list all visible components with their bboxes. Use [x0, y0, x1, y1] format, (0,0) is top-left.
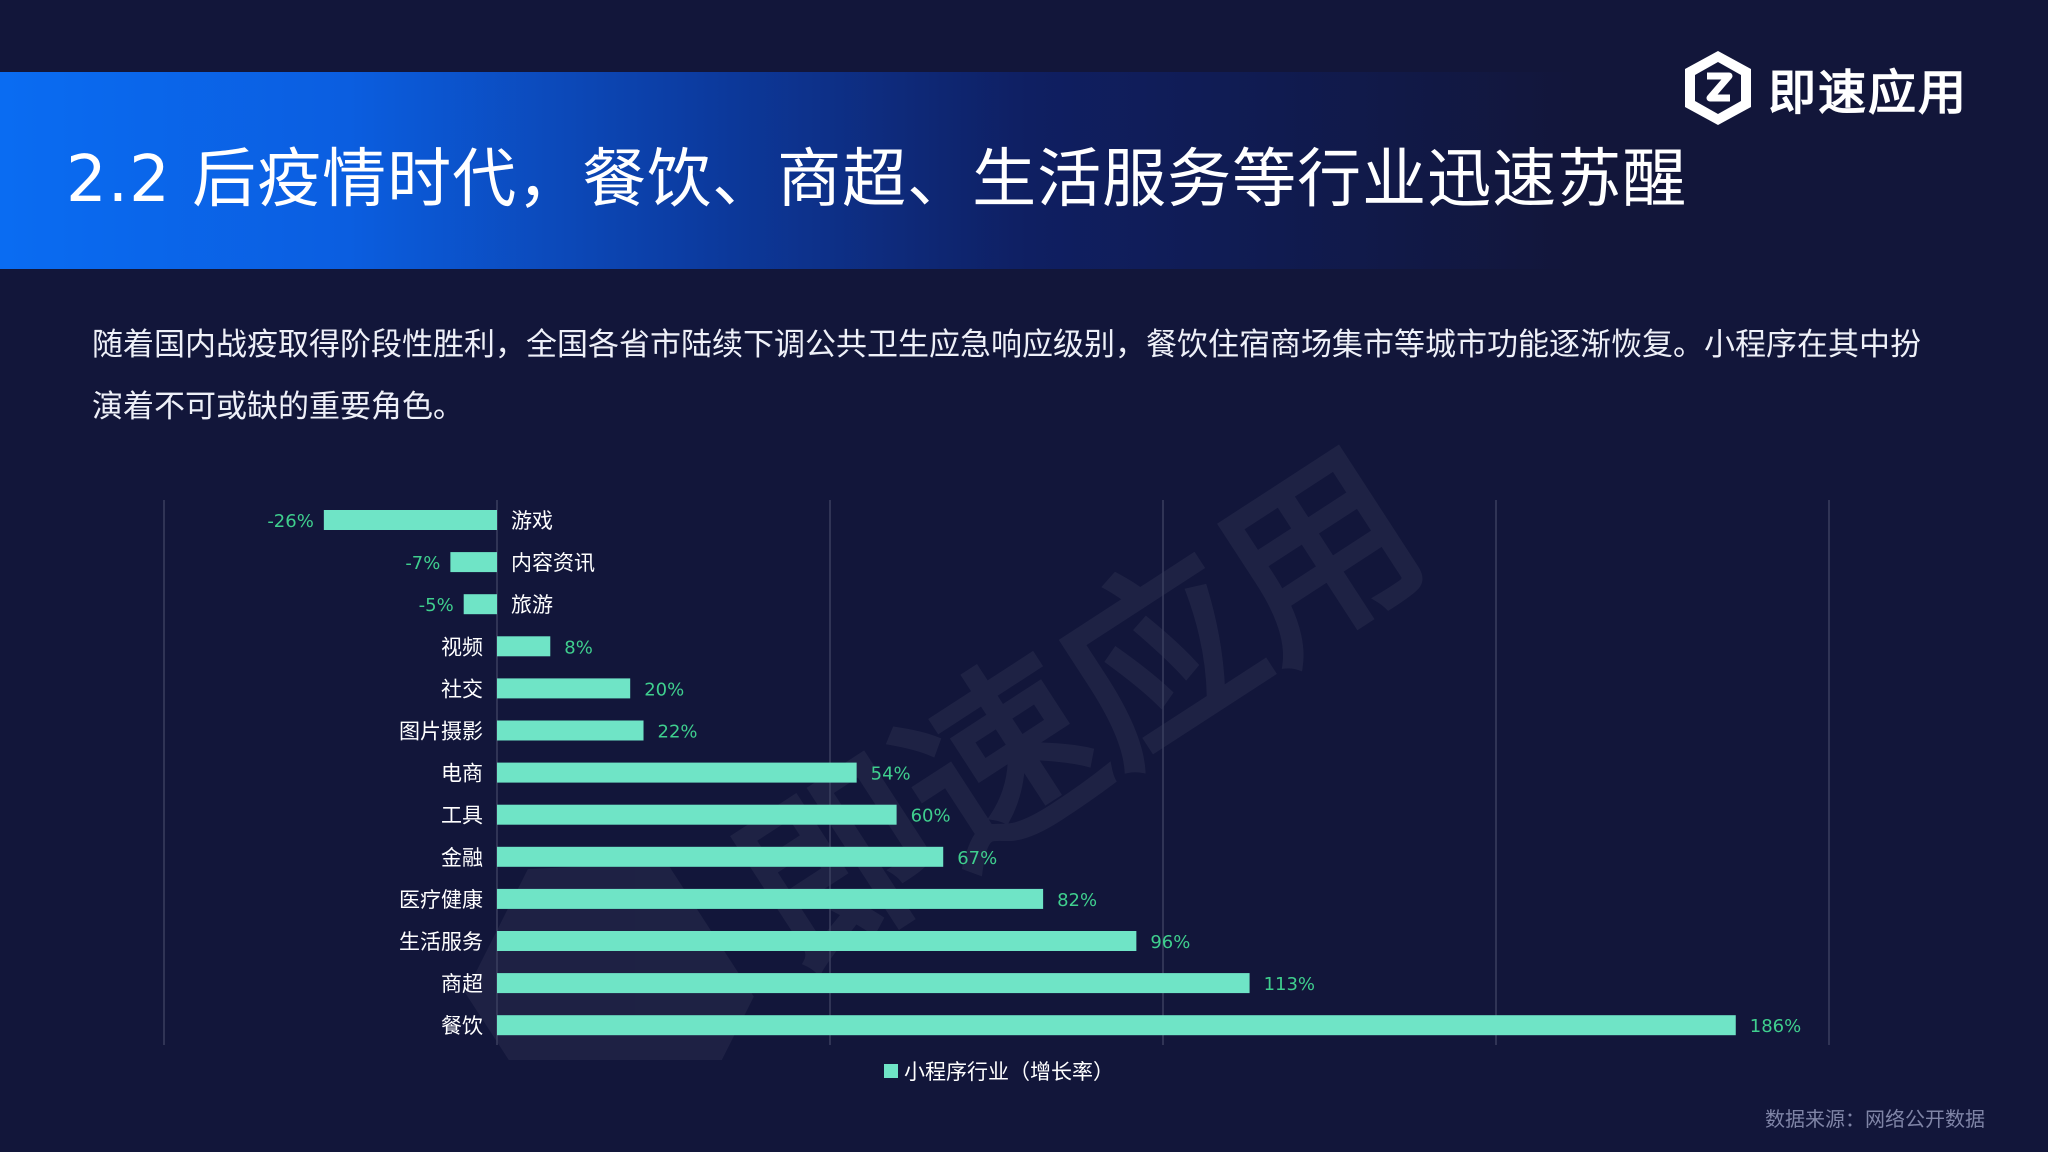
watermark: 即速应用	[465, 440, 1460, 1060]
category-label: 商超	[441, 972, 483, 996]
data-label: 96%	[1150, 932, 1190, 953]
bar	[497, 678, 631, 699]
category-label: 工具	[441, 804, 483, 828]
bar	[497, 888, 1044, 909]
data-label: -5%	[419, 595, 454, 616]
bar	[497, 931, 1137, 951]
page-title: 2.2 后疫情时代，餐饮、商超、生活服务等行业迅速苏醒	[66, 143, 1688, 217]
bar	[497, 973, 1250, 994]
intro-paragraph: 随着国内战疫取得阶段性胜利，全国各省市陆续下调公共卫生应急响应级别，餐饮住宿商场…	[92, 327, 1921, 425]
category-label: 图片摄影	[399, 720, 483, 744]
bar	[497, 804, 897, 825]
category-label: 内容资讯	[511, 551, 595, 575]
brand-z-hexagon-icon	[1685, 51, 1751, 125]
data-label: 22%	[658, 722, 698, 743]
bar	[497, 846, 944, 867]
data-label: 186%	[1750, 1016, 1801, 1037]
legend-swatch	[884, 1064, 898, 1078]
legend-label: 小程序行业（增长率）	[904, 1060, 1114, 1084]
category-label: 游戏	[511, 509, 553, 533]
category-label: 社交	[441, 677, 483, 701]
bar	[463, 594, 497, 615]
data-label: 67%	[957, 848, 997, 869]
title-band	[0, 72, 1580, 269]
category-label: 金融	[441, 846, 483, 870]
bar	[450, 552, 497, 573]
bar	[497, 762, 857, 783]
chart-legend: 小程序行业（增长率）	[884, 1056, 1114, 1086]
data-label: -26%	[267, 511, 314, 532]
data-label: -7%	[405, 553, 440, 574]
brand-logo: 即速应用	[1682, 48, 1968, 128]
data-label: 60%	[911, 806, 951, 827]
bar	[323, 510, 497, 530]
bar	[497, 1015, 1736, 1036]
category-label: 生活服务	[399, 930, 483, 954]
category-label: 医疗健康	[399, 888, 483, 912]
category-label: 餐饮	[441, 1014, 483, 1038]
bar	[497, 720, 644, 741]
data-source: 数据来源：网络公开数据	[1765, 1107, 1985, 1131]
data-label: 8%	[564, 637, 593, 658]
bar	[497, 636, 551, 657]
brand-name: 即速应用	[1768, 65, 1969, 121]
category-label: 视频	[441, 635, 483, 659]
data-label: 113%	[1264, 974, 1315, 995]
data-label: 82%	[1057, 890, 1097, 911]
data-label: 54%	[871, 764, 911, 785]
category-label: 电商	[441, 762, 483, 786]
category-label: 旅游	[511, 593, 553, 617]
data-label: 20%	[644, 679, 684, 700]
